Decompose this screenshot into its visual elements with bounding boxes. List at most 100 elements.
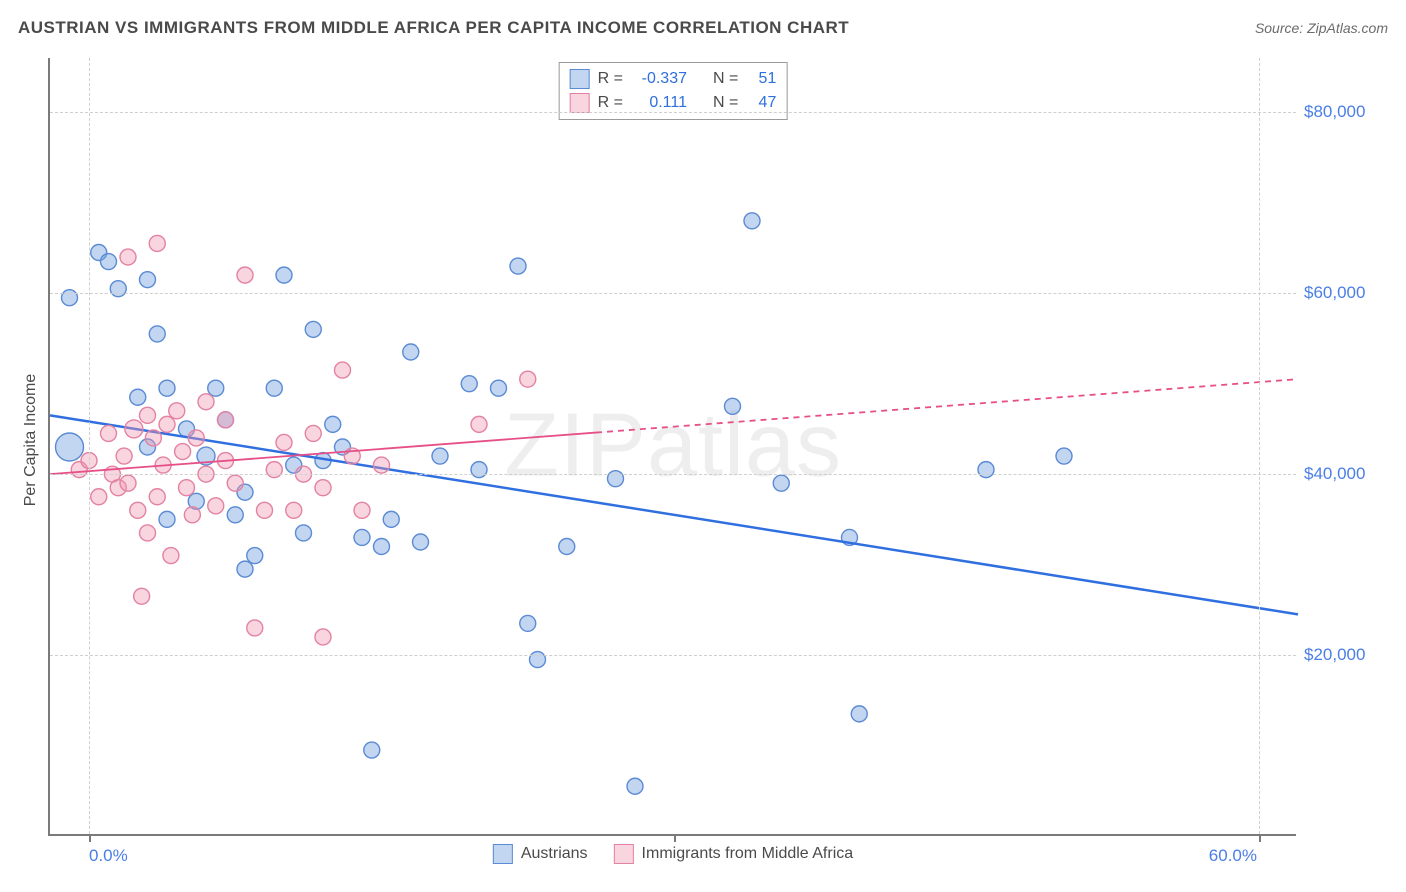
- data-point-immigrants: [184, 507, 200, 523]
- swatch-immigrants: [570, 93, 590, 113]
- data-point-austrians: [159, 511, 175, 527]
- data-point-austrians: [725, 398, 741, 414]
- x-tick: [1259, 834, 1261, 842]
- legend-series: Austrians Immigrants from Middle Africa: [493, 844, 853, 864]
- gridline-h: [50, 293, 1296, 294]
- data-point-immigrants: [116, 448, 132, 464]
- y-tick-label: $80,000: [1304, 102, 1394, 122]
- data-point-immigrants: [188, 430, 204, 446]
- trendline-immigrants-extrap: [596, 379, 1298, 432]
- gridline-h: [50, 112, 1296, 113]
- legend-item-immigrants: Immigrants from Middle Africa: [614, 844, 854, 864]
- data-point-austrians: [1056, 448, 1072, 464]
- data-point-austrians: [461, 376, 477, 392]
- swatch-austrians: [493, 844, 513, 864]
- data-point-austrians: [851, 706, 867, 722]
- data-point-austrians: [354, 529, 370, 545]
- data-point-immigrants: [175, 444, 191, 460]
- x-tick-label: 60.0%: [1209, 846, 1257, 866]
- data-point-austrians: [130, 389, 146, 405]
- legend-item-austrians: Austrians: [493, 844, 588, 864]
- legend-label: Immigrants from Middle Africa: [642, 845, 854, 863]
- data-point-immigrants: [257, 502, 273, 518]
- data-point-immigrants: [159, 416, 175, 432]
- stat-r-label: R =: [598, 70, 623, 88]
- data-point-immigrants: [134, 588, 150, 604]
- gridline-v: [89, 58, 90, 834]
- data-point-austrians: [383, 511, 399, 527]
- data-point-immigrants: [247, 620, 263, 636]
- chart-svg: [50, 58, 1296, 834]
- data-point-austrians: [471, 462, 487, 478]
- data-point-austrians: [101, 254, 117, 270]
- data-point-austrians: [276, 267, 292, 283]
- data-point-immigrants: [305, 425, 321, 441]
- stat-n-label: N =: [713, 94, 738, 112]
- data-point-immigrants: [335, 362, 351, 378]
- data-point-immigrants: [149, 235, 165, 251]
- data-point-austrians: [608, 471, 624, 487]
- data-point-immigrants: [276, 434, 292, 450]
- data-point-austrians: [559, 539, 575, 555]
- data-point-immigrants: [149, 489, 165, 505]
- swatch-austrians: [570, 69, 590, 89]
- data-point-austrians: [56, 433, 84, 461]
- x-tick: [89, 834, 91, 842]
- stat-r-label: R =: [598, 94, 623, 112]
- data-point-austrians: [305, 321, 321, 337]
- data-point-immigrants: [354, 502, 370, 518]
- data-point-immigrants: [145, 430, 161, 446]
- data-point-immigrants: [120, 475, 136, 491]
- data-point-immigrants: [198, 394, 214, 410]
- data-point-immigrants: [163, 548, 179, 564]
- data-point-immigrants: [227, 475, 243, 491]
- data-point-immigrants: [140, 407, 156, 423]
- data-point-austrians: [208, 380, 224, 396]
- data-point-austrians: [62, 290, 78, 306]
- data-point-immigrants: [315, 480, 331, 496]
- data-point-austrians: [325, 416, 341, 432]
- data-point-immigrants: [471, 416, 487, 432]
- data-point-austrians: [237, 561, 253, 577]
- data-point-austrians: [510, 258, 526, 274]
- chart-title: AUSTRIAN VS IMMIGRANTS FROM MIDDLE AFRIC…: [18, 18, 849, 38]
- data-point-austrians: [149, 326, 165, 342]
- data-point-immigrants: [125, 420, 143, 438]
- data-point-austrians: [530, 652, 546, 668]
- x-tick-label: 0.0%: [89, 846, 128, 866]
- gridline-v: [1259, 58, 1260, 834]
- data-point-austrians: [978, 462, 994, 478]
- swatch-immigrants: [614, 844, 634, 864]
- data-point-immigrants: [130, 502, 146, 518]
- data-point-austrians: [773, 475, 789, 491]
- data-point-austrians: [491, 380, 507, 396]
- stat-r-value: -0.337: [631, 70, 687, 88]
- data-point-immigrants: [101, 425, 117, 441]
- data-point-austrians: [140, 272, 156, 288]
- data-point-immigrants: [140, 525, 156, 541]
- data-point-immigrants: [315, 629, 331, 645]
- data-point-immigrants: [266, 462, 282, 478]
- data-point-austrians: [159, 380, 175, 396]
- data-point-austrians: [374, 539, 390, 555]
- y-tick-label: $60,000: [1304, 283, 1394, 303]
- data-point-austrians: [627, 778, 643, 794]
- data-point-austrians: [432, 448, 448, 464]
- data-point-immigrants: [237, 267, 253, 283]
- stat-n-value: 47: [746, 94, 776, 112]
- gridline-h: [50, 655, 1296, 656]
- legend-stat-row-austrians: R =-0.337N =51: [570, 67, 777, 91]
- source-label: Source: ZipAtlas.com: [1255, 20, 1388, 36]
- data-point-immigrants: [286, 502, 302, 518]
- y-tick-label: $40,000: [1304, 464, 1394, 484]
- data-point-immigrants: [218, 412, 234, 428]
- stat-n-value: 51: [746, 70, 776, 88]
- y-axis-title: Per Capita Income: [22, 374, 40, 507]
- data-point-austrians: [227, 507, 243, 523]
- y-tick-label: $20,000: [1304, 645, 1394, 665]
- chart-plot-area: ZIPatlas R =-0.337N =51R =0.111N =47 Aus…: [48, 58, 1296, 836]
- data-point-austrians: [364, 742, 380, 758]
- data-point-immigrants: [169, 403, 185, 419]
- data-point-immigrants: [91, 489, 107, 505]
- data-point-immigrants: [520, 371, 536, 387]
